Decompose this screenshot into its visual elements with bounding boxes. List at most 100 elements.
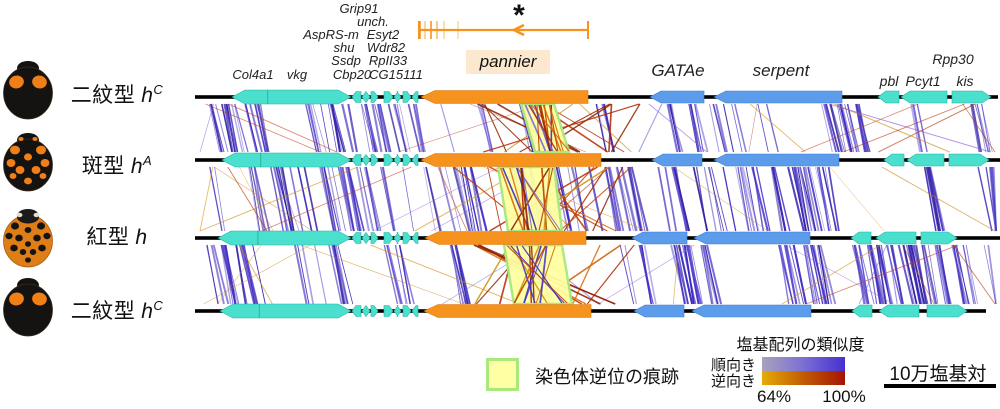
gene-arrow-small-gene (351, 91, 362, 103)
morph-name: 二紋型 (70, 300, 136, 323)
gene-arrow-col4a1-vkg (219, 303, 352, 319)
synteny-band-3 (203, 243, 997, 306)
allele-symbol: hA (130, 153, 153, 178)
gene-arrow-kis (926, 304, 968, 318)
gene-arrow-small-gene (370, 91, 379, 103)
gene-arrow-small-gene (370, 305, 379, 317)
forward-label: 順向き (710, 357, 756, 374)
gene-arrow-small-gene (370, 232, 379, 244)
gene-arrow-small-gene (411, 305, 419, 317)
forward-gradient-bar (762, 357, 845, 371)
gene-arrow-pcyt1 (875, 231, 917, 245)
genome-track-4 (195, 303, 986, 319)
pannier-label: pannier (479, 52, 537, 71)
gene-arrow-small-gene (393, 91, 402, 103)
inversion-legend-label: 染色体逆位の痕跡 (535, 367, 679, 387)
similarity-legend-title: 塩基配列の類似度 (736, 337, 865, 354)
allele-symbol: hC (141, 298, 164, 323)
gene-arrow-small-gene (361, 90, 371, 104)
gene-label-rpii33: RpII33 (368, 53, 408, 68)
gene-arrow-small-gene (411, 154, 419, 166)
morph-label-2: 斑型 hA (52, 150, 182, 180)
synteny-band-1 (199, 102, 996, 154)
gene-arrow-kis (948, 153, 990, 167)
asterisk-marker: * (513, 0, 525, 32)
gene-label-serpent: serpent (752, 61, 810, 80)
reverse-gradient-bar (762, 371, 845, 385)
gene-arrow-pbl (851, 304, 873, 318)
gene-arrow-pannier (424, 231, 587, 245)
beetle-photo-many-spot (3, 133, 53, 192)
gene-arrow-kis (920, 231, 958, 245)
gene-arrow-small-gene (370, 154, 379, 166)
scale-bar (884, 384, 996, 388)
beetle-photo-two-spot (3, 61, 53, 120)
genome-track-1 (195, 89, 998, 105)
gene-label-wdr82: Wdr82 (366, 40, 406, 55)
beetle-photo-two-spot (3, 278, 53, 337)
scale-bar-label: 10万塩基対 (889, 364, 987, 385)
genome-track-2 (195, 152, 1000, 168)
gene-arrow-gatae (631, 231, 688, 245)
inversion-swatch (486, 358, 519, 391)
gene-arrow-gatae (649, 90, 705, 104)
gene-arrow-small-gene (383, 232, 394, 244)
gene-arrow-pannier (420, 153, 602, 167)
gene-arrow-small-gene (393, 154, 402, 166)
similarity-max-label: 100% (822, 387, 866, 406)
gene-label-pcyt1: Pcyt1 (905, 73, 941, 89)
morph-label-1: 二紋型 hC (52, 79, 182, 109)
genome-axis (195, 236, 1000, 240)
gene-arrow-gatae (633, 304, 685, 318)
gene-label-pbl: pbl (879, 73, 899, 89)
genome-axis (195, 95, 998, 99)
gene-arrow-small-gene (351, 232, 362, 244)
gene-arrow-serpent (713, 90, 843, 104)
gene-arrow-small-gene (402, 154, 412, 166)
similarity-min-label: 64% (756, 387, 792, 406)
synteny-band-2 (199, 165, 998, 233)
gene-arrow-serpent (693, 231, 811, 245)
gene-arrow-small-gene (351, 305, 362, 317)
gene-label-rpp30: Rpp30 (932, 51, 974, 67)
gene-arrow-small-gene (383, 91, 394, 103)
gene-arrow-col4a1-vkg (217, 230, 352, 246)
gene-arrow-small-gene (383, 154, 394, 166)
beetle-photo-red (3, 209, 53, 268)
gene-arrow-pcyt1 (878, 304, 920, 318)
gene-arrow-small-gene (361, 231, 371, 245)
gene-arrow-small-gene (402, 305, 412, 317)
gene-arrow-small-gene (351, 154, 362, 166)
gene-arrow-pannier (423, 304, 592, 318)
gene-arrow-small-gene (393, 232, 402, 244)
genome-track-3 (195, 230, 1000, 246)
morph-name: 紅型 (86, 226, 130, 249)
gene-label-ssdp: Ssdp (331, 53, 361, 68)
gene-arrow-small-gene (383, 305, 394, 317)
gene-arrow-serpent (691, 304, 812, 318)
gene-arrow-pcyt1 (900, 90, 948, 104)
pannier-transcript-model (418, 21, 589, 39)
allele-symbol: h (135, 226, 148, 249)
gene-arrow-col4a1-vkg (231, 89, 352, 105)
gene-label-kis: kis (956, 73, 974, 89)
gene-arrow-small-gene (361, 153, 371, 167)
gene-arrow-pbl (850, 231, 872, 245)
gene-arrow-pannier (420, 90, 589, 104)
allele-symbol: hC (141, 82, 164, 107)
gene-label-vkg: vkg (286, 67, 308, 82)
gene-arrow-small-gene (393, 305, 402, 317)
morph-label-3: 紅型 h (52, 221, 182, 251)
gene-label-grip91: Grip91 (339, 1, 379, 16)
gene-label-col4a1: Col4a1 (232, 67, 274, 82)
pannier-label-box: pannier (466, 50, 550, 74)
gene-arrow-pcyt1 (906, 153, 945, 167)
gene-arrow-pbl (877, 90, 900, 104)
gene-arrow-col4a1-vkg (221, 152, 352, 168)
gene-arrow-serpent (713, 153, 840, 167)
gene-arrow-small-gene (402, 91, 412, 103)
reverse-label: 逆向き (710, 373, 756, 390)
gene-label-unch-: unch. (357, 14, 389, 29)
